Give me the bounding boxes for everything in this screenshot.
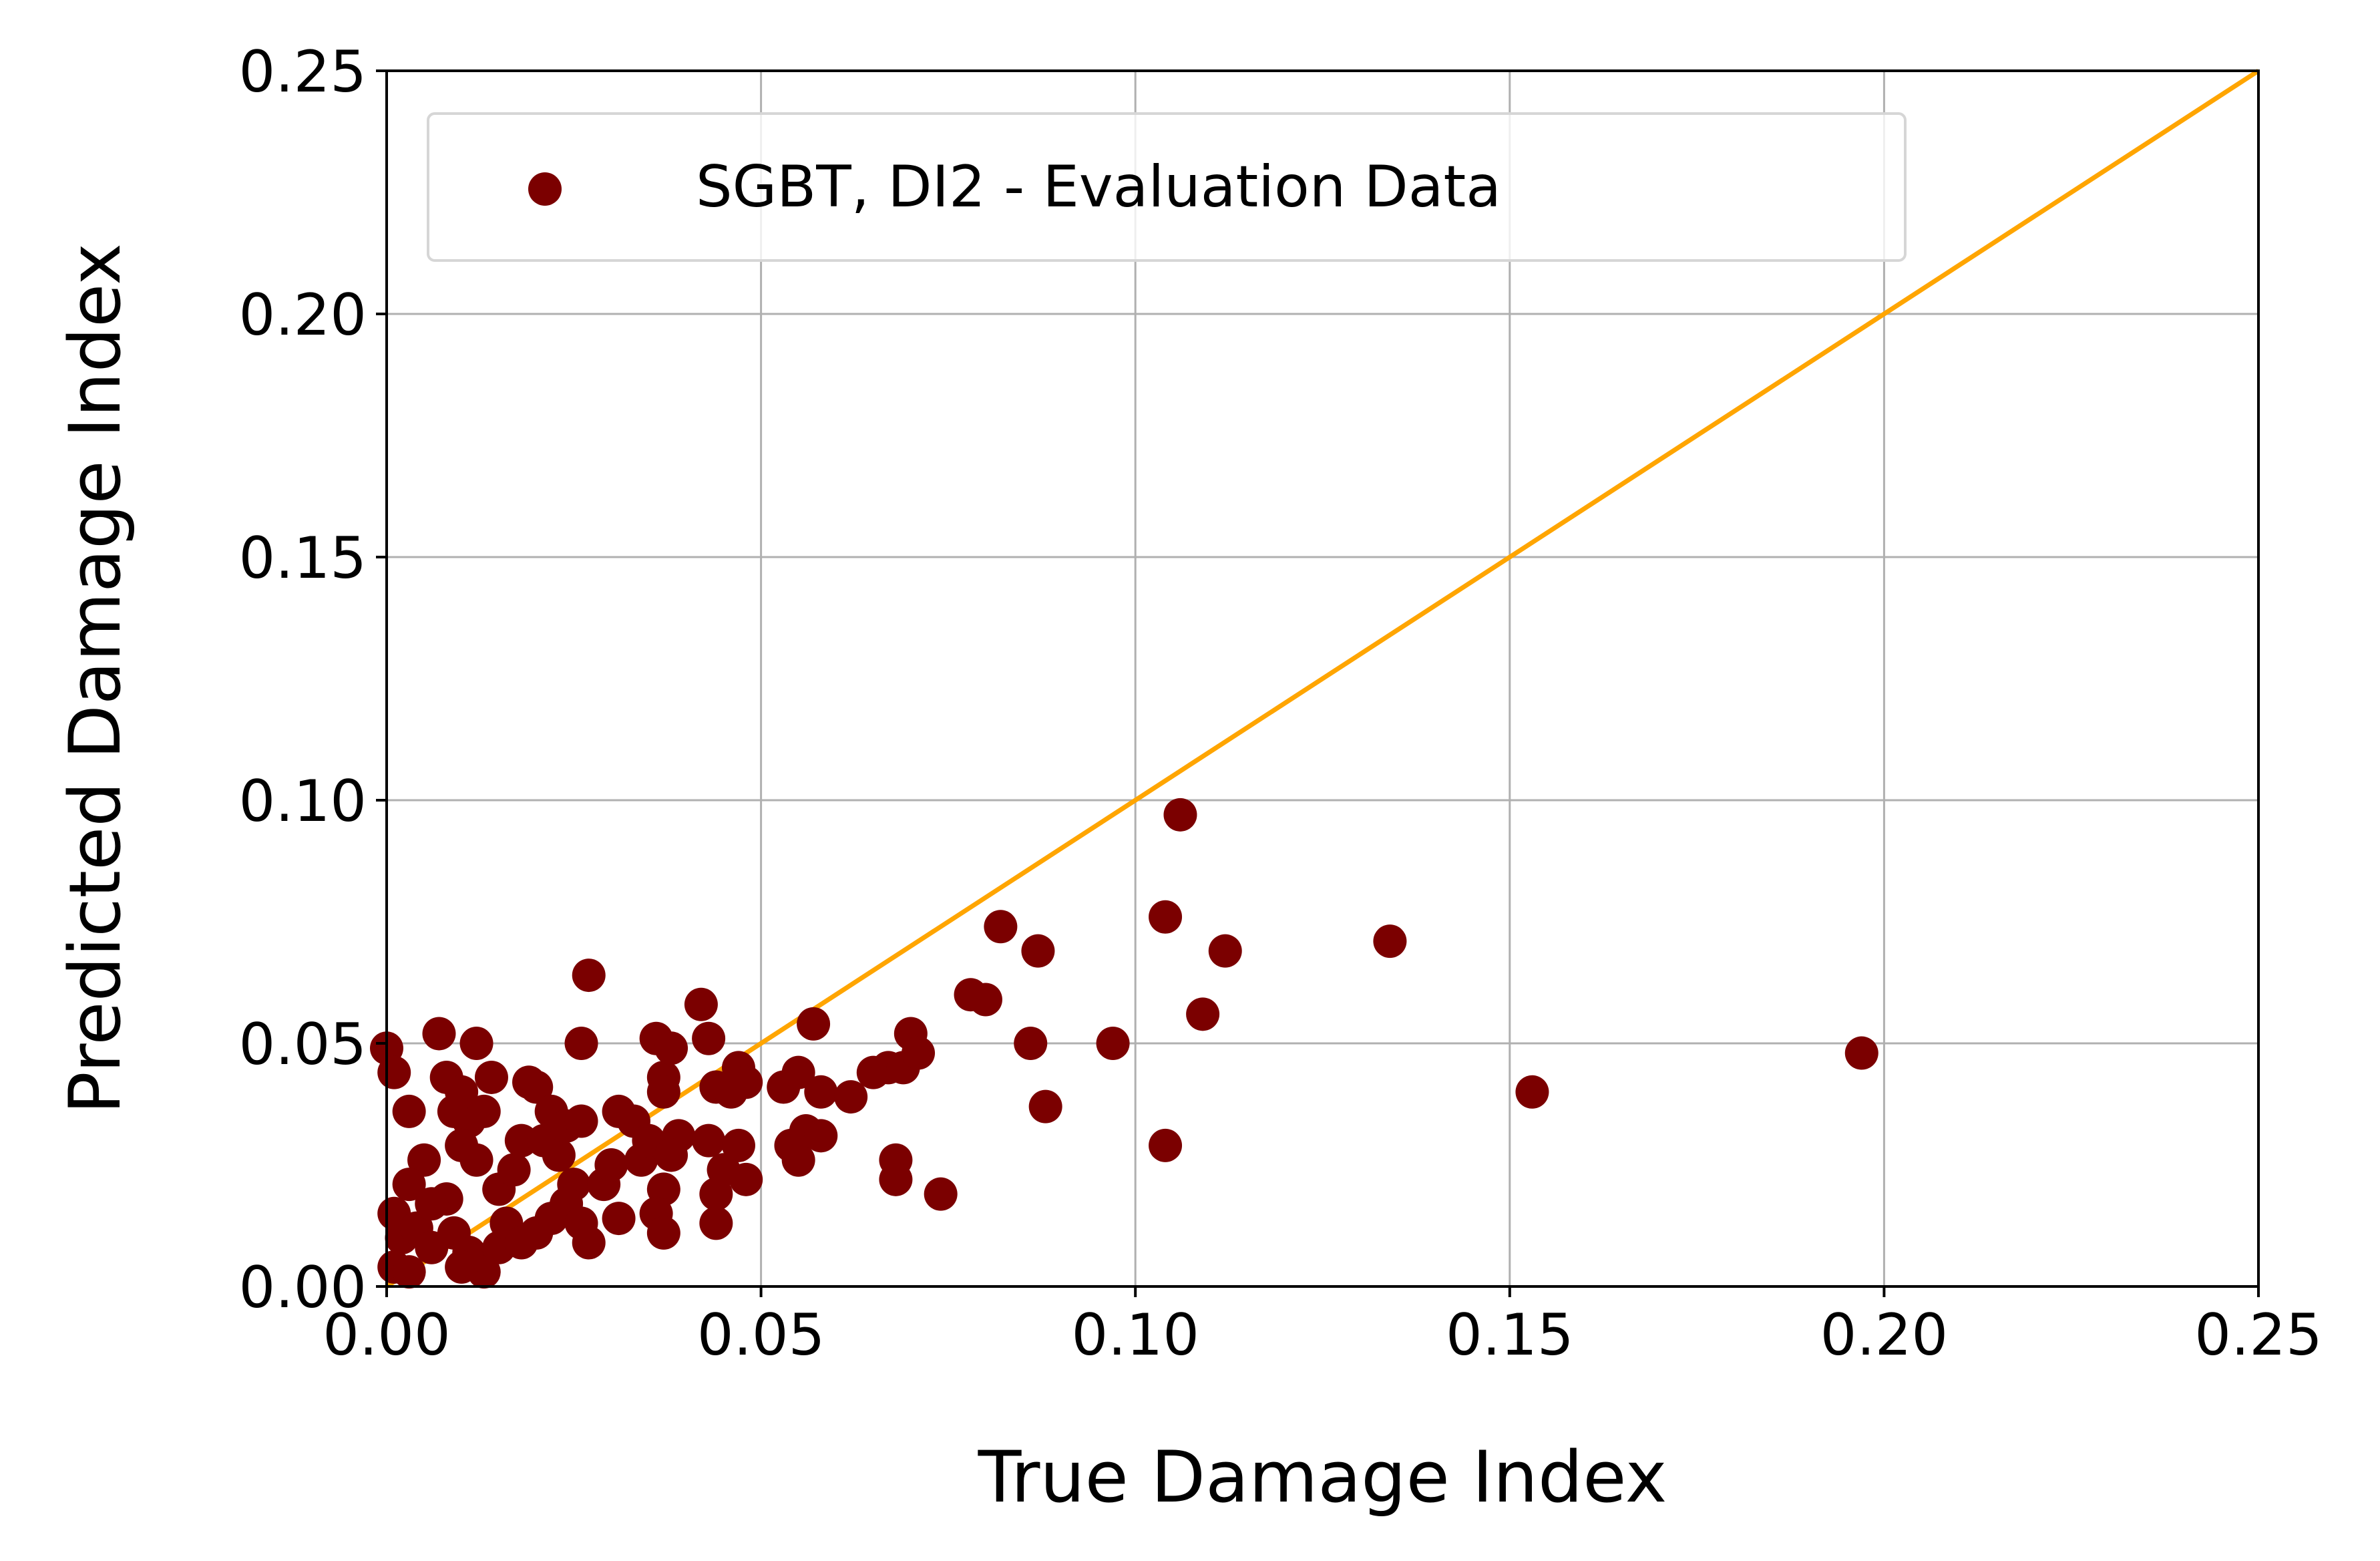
- data-point: [692, 1021, 726, 1055]
- data-point: [684, 987, 718, 1021]
- data-point: [497, 1153, 531, 1187]
- y-tick-label: 0.00: [239, 1254, 367, 1321]
- legend: SGBT, DI2 - Evaluation Data: [427, 112, 1907, 262]
- data-point: [572, 959, 606, 993]
- x-tick-label: 0.20: [1820, 1302, 1948, 1369]
- data-point: [1844, 1036, 1878, 1070]
- x-axis-title: True Damage Index: [978, 1436, 1667, 1518]
- data-point: [1373, 924, 1407, 959]
- y-tick-label: 0.05: [239, 1011, 367, 1078]
- data-point: [984, 910, 1018, 944]
- data-points: [370, 798, 1878, 1289]
- data-point: [459, 1143, 493, 1177]
- reference-line-y-equals-x: [385, 69, 2260, 1288]
- data-point: [572, 1226, 606, 1260]
- data-point: [467, 1094, 501, 1128]
- x-tick-label: 0.05: [697, 1302, 825, 1369]
- data-point: [1208, 934, 1242, 968]
- data-point: [542, 1138, 576, 1172]
- axis-ticks: [376, 69, 2260, 1297]
- legend-box: [427, 112, 1907, 262]
- x-tick-label: 0.10: [1071, 1302, 1199, 1369]
- y-tick-label: 0.20: [239, 282, 367, 349]
- y-tick-label: 0.25: [239, 39, 367, 106]
- data-point: [504, 1226, 538, 1260]
- data-point: [1028, 1089, 1062, 1123]
- data-point: [654, 1138, 688, 1172]
- data-point: [781, 1055, 815, 1089]
- data-point: [594, 1148, 628, 1182]
- data-point: [902, 1036, 936, 1070]
- data-point: [437, 1094, 471, 1128]
- data-point: [459, 1027, 493, 1060]
- legend-marker: [528, 172, 562, 206]
- data-point: [804, 1119, 838, 1153]
- data-point: [729, 1065, 763, 1099]
- data-point: [646, 1075, 680, 1109]
- x-tick-label: 0.25: [2194, 1302, 2322, 1369]
- data-point: [646, 1216, 680, 1250]
- y-axis-title: Predicted Damage Index: [54, 243, 136, 1114]
- y-axis-tick-labels: 0.00 0.05 0.10 0.15 0.20 0.25: [239, 39, 367, 1321]
- data-point: [1149, 900, 1183, 934]
- data-point: [797, 1007, 831, 1041]
- data-point: [1014, 1027, 1048, 1060]
- data-point: [699, 1206, 733, 1240]
- data-point: [407, 1143, 441, 1177]
- data-point: [415, 1187, 449, 1221]
- y-tick-label: 0.15: [239, 525, 367, 592]
- data-point: [1163, 798, 1197, 832]
- data-point: [1096, 1027, 1130, 1060]
- data-point: [1021, 934, 1055, 968]
- data-point: [474, 1060, 508, 1094]
- data-point: [564, 1027, 598, 1060]
- data-point: [392, 1255, 426, 1289]
- data-point: [1515, 1075, 1549, 1109]
- y-tick-label: 0.10: [239, 768, 367, 835]
- data-point: [699, 1177, 733, 1211]
- data-point: [721, 1128, 755, 1162]
- data-point: [729, 1162, 763, 1196]
- data-point: [392, 1094, 426, 1128]
- x-axis-tick-labels: 0.00 0.05 0.10 0.15 0.20 0.25: [323, 1302, 2322, 1369]
- data-point: [804, 1075, 838, 1109]
- data-point: [654, 1031, 688, 1065]
- x-tick-label: 0.15: [1446, 1302, 1573, 1369]
- data-point: [834, 1080, 868, 1114]
- data-point: [392, 1168, 426, 1202]
- data-point: [520, 1070, 554, 1104]
- data-point: [445, 1250, 479, 1284]
- data-point: [879, 1162, 913, 1196]
- data-point: [924, 1177, 958, 1211]
- data-point: [377, 1055, 411, 1089]
- data-point: [422, 1017, 456, 1051]
- data-point: [781, 1143, 815, 1177]
- plot-frame: [385, 69, 2260, 1288]
- legend-label: SGBT, DI2 - Evaluation Data: [696, 154, 1501, 220]
- data-point: [692, 1123, 726, 1158]
- data-point: [1149, 1128, 1183, 1162]
- data-point: [968, 983, 1002, 1017]
- data-point: [1186, 997, 1220, 1031]
- x-tick-label: 0.00: [323, 1302, 450, 1369]
- data-point: [602, 1202, 636, 1236]
- data-point: [564, 1104, 598, 1138]
